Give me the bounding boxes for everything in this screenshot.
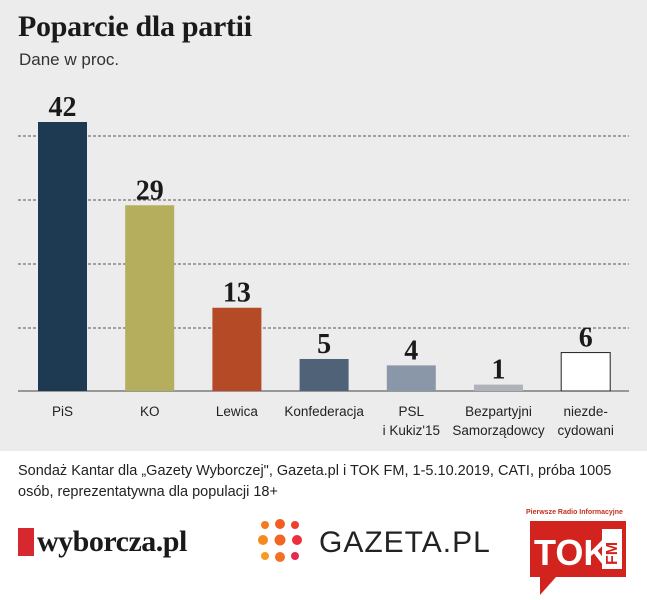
gazeta-logo-text: GAZETA.PL bbox=[319, 526, 491, 559]
gazeta-dots-icon bbox=[258, 519, 302, 562]
category-label: Lewica bbox=[216, 404, 259, 419]
chart-area: Poparcie dla partii Dane w proc. 42 PiS 29… bbox=[0, 0, 647, 451]
category-label: Konfederacja bbox=[284, 404, 364, 419]
wyborcza-logo: wyborcza.pl bbox=[18, 522, 187, 562]
tokfm-badge: TOK FM bbox=[530, 521, 626, 595]
category-label: KO bbox=[140, 404, 160, 419]
bar-chart: 42 PiS 29 KO 13 Lewica 5 Konfederacja 4 PSL i Kuki… bbox=[18, 92, 629, 438]
data-label: 4 bbox=[404, 335, 418, 366]
wyborcza-logo-mark bbox=[18, 528, 34, 556]
data-label: 42 bbox=[49, 92, 77, 123]
category-label: PSL i Kukiz'15 bbox=[383, 404, 440, 438]
bar bbox=[386, 365, 436, 391]
bar bbox=[299, 358, 349, 391]
bar bbox=[474, 384, 523, 391]
category-label: PiS bbox=[52, 404, 73, 419]
bar bbox=[38, 122, 87, 391]
data-label: 1 bbox=[492, 355, 506, 386]
tokfm-fm-text: FM bbox=[604, 542, 621, 565]
chart-subtitle: Dane w proc. bbox=[19, 50, 120, 69]
data-label: 6 bbox=[579, 323, 593, 354]
data-label: 5 bbox=[317, 329, 331, 360]
bar bbox=[125, 205, 175, 391]
source-note: Sondaż Kantar dla „Gazety Wyborczej", Ga… bbox=[18, 463, 612, 500]
category-label: niezde-cydowani bbox=[558, 404, 614, 438]
tokfm-main-text: TOK bbox=[534, 532, 609, 573]
gazeta-logo: GAZETA.PL bbox=[255, 517, 491, 569]
chart-title: Poparcie dla partii bbox=[18, 10, 252, 43]
wyborcza-logo-text: wyborcza.pl bbox=[37, 525, 187, 558]
category-label: Bezpartyjni Samorządowcy bbox=[452, 404, 545, 438]
data-label: 29 bbox=[136, 175, 164, 206]
bar bbox=[212, 307, 262, 391]
bar bbox=[560, 352, 611, 392]
tokfm-caption: Pierwsze Radio Informacyjne bbox=[526, 509, 623, 516]
data-label: 13 bbox=[223, 278, 251, 309]
